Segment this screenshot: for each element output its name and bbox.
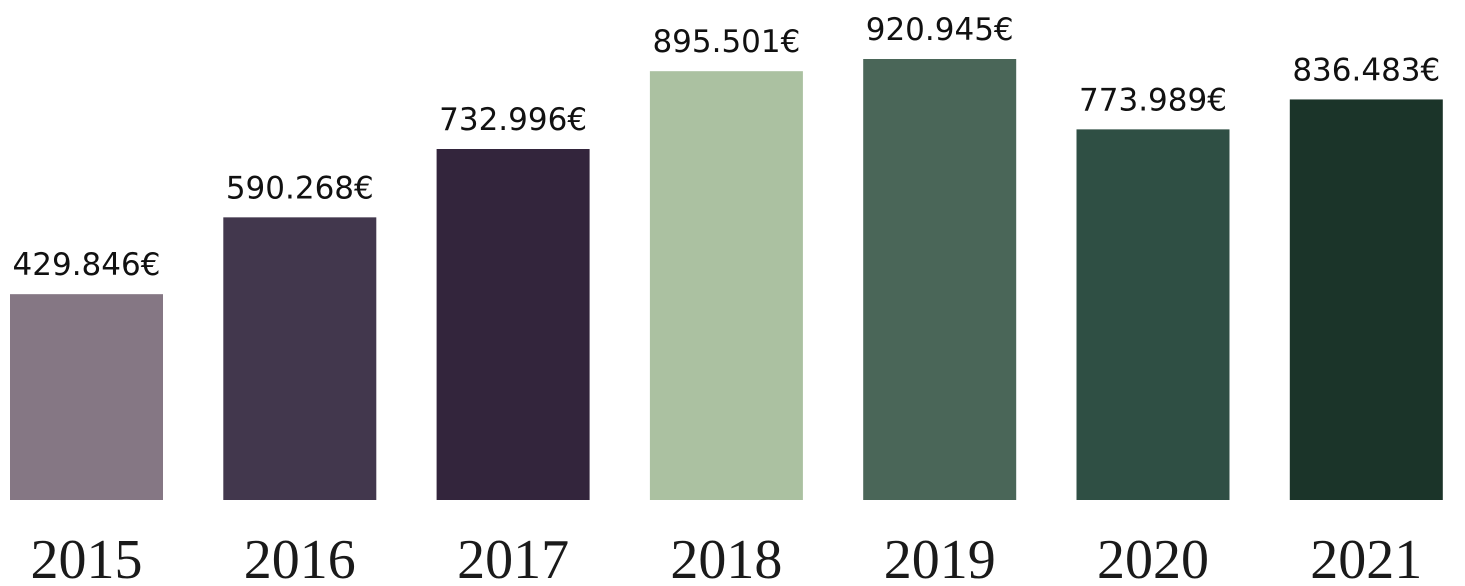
bar [436,149,590,501]
bar [1289,99,1443,500]
x-tick-label: 2015 [31,529,143,586]
bar [649,71,803,500]
x-tick-label: 2017 [457,529,569,586]
value-label: 773.989€ [1079,82,1227,118]
x-tick-label: 2020 [1097,529,1209,586]
bar [863,59,1017,500]
bar [1076,129,1230,500]
value-label: 895.501€ [652,24,800,60]
x-tick-label: 2019 [884,529,996,586]
value-label: 429.846€ [13,247,161,283]
value-label: 590.268€ [226,170,374,206]
x-tick-label: 2016 [244,529,356,586]
bar [10,294,163,500]
bar [223,217,377,500]
x-tick-label: 2018 [670,529,782,586]
value-label: 920.945€ [866,12,1014,48]
value-label: 836.483€ [1292,52,1440,88]
x-tick-label: 2021 [1310,529,1422,586]
value-label: 732.996€ [439,102,587,138]
